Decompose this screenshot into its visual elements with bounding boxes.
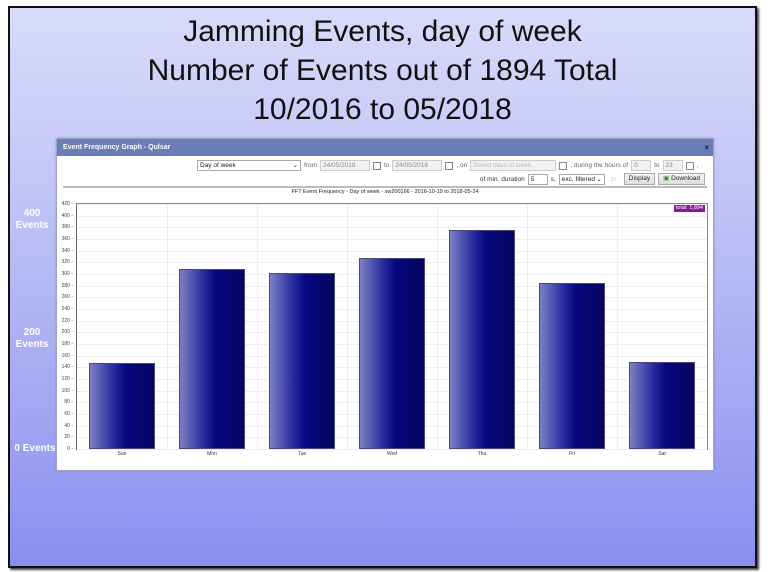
bar-sun[interactable] (89, 363, 155, 449)
y-tick-label: 140 - (61, 364, 73, 371)
x-tick-label: Sun (117, 451, 127, 457)
bar-thu[interactable] (449, 230, 515, 449)
y-tick-label: 0 - (67, 446, 73, 452)
x-tick-label: Wed (386, 451, 398, 457)
duration-unit: s, (550, 175, 556, 183)
y-tick-label: 120 - (61, 376, 73, 382)
display-button[interactable]: Display (623, 173, 656, 185)
filter-value: exc. filtered (561, 175, 596, 183)
days-of-week-select[interactable]: Select days of week (470, 160, 557, 171)
on-label: , on (456, 162, 468, 169)
y-tick-label: 200 - (61, 329, 73, 336)
y-tick-label: 160 - (61, 352, 73, 359)
gridline (77, 239, 707, 240)
filter-toolbar: Day of week ⌄ from 24/05/2018 to 24/05/2… (57, 156, 713, 186)
duration-label: of min. duration (479, 175, 525, 183)
side-label-200: 200 Events (10, 327, 54, 351)
group-by-value: Day of week (200, 162, 236, 169)
side-label-200-unit: Events (15, 339, 49, 350)
y-tick-label: 340 - (61, 247, 73, 254)
bar-sat[interactable] (629, 362, 695, 449)
hours-to-input[interactable]: 23 (662, 160, 683, 171)
gridline (77, 250, 707, 252)
y-tick-label: 100 - (61, 387, 73, 394)
side-label-200-value: 200 (23, 327, 41, 338)
dialog-title: Event Frequency Graph - Qulsar (63, 144, 171, 151)
x-tick-label: Fri (569, 451, 575, 457)
vertical-gridline (257, 204, 258, 449)
hours-from-input[interactable]: 0 (631, 160, 652, 171)
play-icon[interactable]: ▷ (611, 176, 617, 183)
chevron-down-icon: ⌄ (292, 162, 298, 169)
bar-chart-plot-area: total: 1,894 0 - 20 - 40 - 60 - 80 - 100 - 120… (62, 201, 708, 457)
vertical-gridline (167, 204, 168, 449)
from-date-checkbox[interactable] (373, 161, 381, 170)
gridline (77, 204, 707, 205)
vertical-gridline (437, 204, 438, 449)
dialog-title-bar[interactable]: Event Frequency Graph - Qulsar × (57, 139, 713, 156)
y-tick-label: 380 - (61, 224, 73, 231)
download-label: Download (671, 175, 700, 182)
y-tick-label: 360 - (61, 236, 73, 242)
total-badge: total: 1,894 (673, 205, 705, 212)
download-button[interactable]: ▣ Download (658, 173, 705, 185)
y-tick-label: 400 - (61, 212, 73, 219)
y-tick-label: 240 - (61, 306, 73, 312)
side-label-400-unit: Events (15, 220, 49, 231)
bar-wed[interactable] (359, 258, 425, 449)
group-by-select[interactable]: Day of week ⌄ (197, 160, 301, 171)
hours-to-label: to (654, 162, 660, 169)
y-tick-label: 40 - (64, 422, 73, 429)
bar-mon[interactable] (179, 268, 245, 449)
slide-title-line-1: Jamming Events, day of week (183, 15, 582, 48)
x-tick-label: Mon (207, 451, 217, 457)
y-tick-label: 280 - (61, 282, 73, 289)
y-tick-label: 20 - (64, 434, 73, 441)
hours-label: , during the hours of (570, 162, 629, 169)
vertical-gridline (617, 204, 618, 449)
to-date-checkbox[interactable] (445, 161, 454, 170)
from-date-input[interactable]: 24/05/2018 (320, 160, 370, 171)
download-icon: ▣ (663, 175, 670, 182)
to-label: to (384, 162, 390, 169)
filter-select[interactable]: exc. filtered ⌄ (558, 173, 605, 185)
y-tick-label: 180 - (61, 341, 73, 347)
event-frequency-dialog: Event Frequency Graph - Qulsar × Day of … (56, 138, 714, 471)
chart-title: FFT Event Frequency - Day of week - sw20… (291, 189, 479, 195)
x-tick-label: Sat (658, 451, 666, 457)
y-tick-label: 220 - (61, 317, 73, 324)
side-label-400: 400 Events (10, 208, 54, 232)
side-label-0: 0 Events (14, 443, 56, 454)
duration-input[interactable]: 5 (527, 173, 548, 185)
vertical-gridline (347, 204, 348, 449)
gridline (77, 449, 707, 450)
slide-title: Jamming Events, day of week Number of Ev… (10, 12, 755, 129)
days-checkbox[interactable] (559, 161, 568, 170)
chevron-down-icon: ⌄ (596, 175, 602, 183)
gridline (77, 227, 707, 229)
y-tick-label: 420 - (61, 201, 73, 207)
y-tick-label: 320 - (61, 259, 73, 266)
slide-title-line-2: Number of Events out of 1894 Total (147, 54, 618, 87)
vertical-gridline (527, 204, 528, 449)
divider (63, 186, 707, 188)
bar-tue[interactable] (269, 272, 335, 449)
trailing-comma: , (696, 162, 699, 169)
from-label: from (304, 162, 317, 169)
slide-title-line-3: 10/2016 to 05/2018 (253, 93, 512, 126)
gridline (77, 215, 707, 217)
close-icon[interactable]: × (704, 143, 709, 152)
side-label-400-value: 400 (23, 208, 41, 219)
y-tick-label: 300 - (61, 271, 73, 277)
y-tick-label: 80 - (64, 399, 73, 406)
x-tick-label: Thu (477, 451, 487, 457)
y-tick-label: 260 - (61, 294, 73, 301)
to-date-input[interactable]: 24/05/2018 (392, 160, 443, 171)
x-tick-label: Tue (297, 451, 307, 457)
hours-checkbox[interactable] (685, 161, 694, 170)
bar-fri[interactable] (539, 282, 605, 449)
y-tick-label: 60 - (64, 411, 73, 417)
